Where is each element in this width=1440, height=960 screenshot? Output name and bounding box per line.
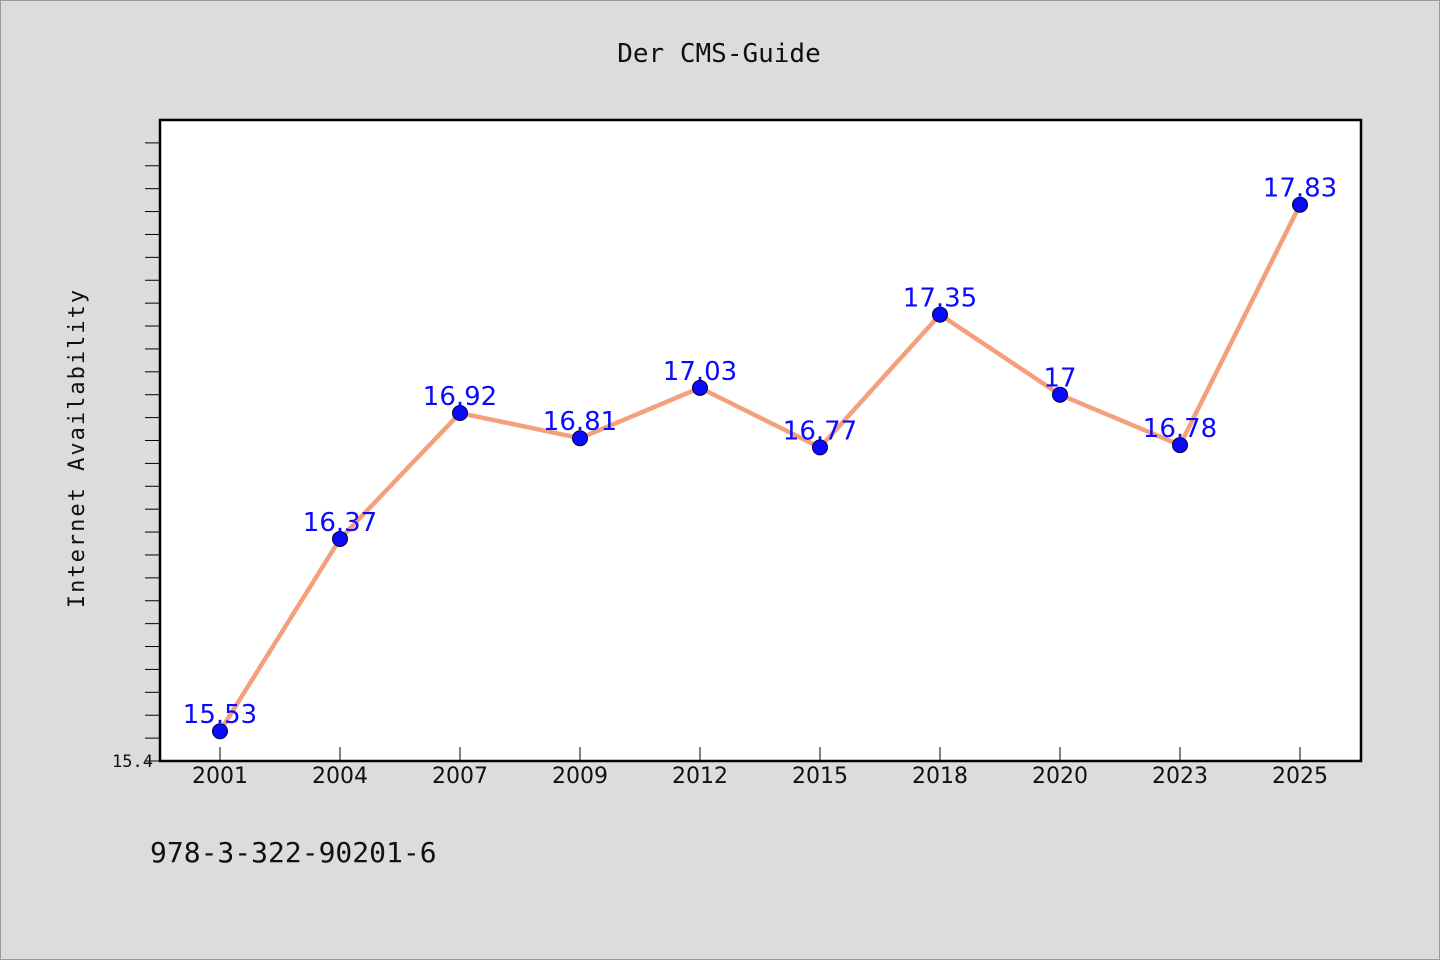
x-tick-label: 2012 [672, 764, 728, 789]
data-label: 15.53 [183, 700, 257, 730]
data-point [932, 306, 948, 323]
x-tick-label: 2023 [1152, 764, 1208, 789]
x-tick-label: 2025 [1272, 764, 1328, 789]
x-tick-label: 2018 [912, 764, 968, 789]
series-group [212, 196, 1308, 740]
x-axis-ticks: 2001 2004 2007 2009 2012 2015 2018 2020 2023 2025 [192, 747, 1328, 789]
data-point [1052, 386, 1068, 403]
y-tick-label: 15.4 [112, 752, 153, 772]
y-axis-label: Internet Availability [65, 288, 90, 608]
data-label: 16.77 [783, 416, 857, 446]
data-label: 17.35 [903, 284, 977, 314]
x-tick-label: 2004 [312, 764, 368, 789]
isbn-footer: 978-3-322-90201-6 [150, 836, 437, 869]
data-point [452, 405, 468, 422]
series-line [218, 203, 1303, 733]
x-tick-label: 2007 [432, 764, 488, 789]
data-label: 17 [1043, 364, 1076, 394]
x-tick-label: 2020 [1032, 764, 1088, 789]
data-label: 16.92 [423, 382, 497, 412]
y-axis-ticks: 15.4 [112, 142, 160, 772]
data-point [692, 379, 708, 396]
x-tick-label: 2015 [792, 764, 848, 789]
x-tick-label: 2001 [192, 764, 248, 789]
data-point [1292, 196, 1308, 213]
data-point [572, 430, 588, 447]
data-label: 16.81 [543, 407, 617, 437]
data-label: 17.83 [1263, 174, 1337, 204]
x-tick-label: 2009 [552, 764, 608, 789]
chart-title: Der CMS-Guide [617, 39, 821, 69]
data-label: 16.78 [1143, 414, 1217, 444]
data-labels-group: 15.53 16.37 16.92 16.81 17.03 16.77 17.35 17 16.… [183, 174, 1337, 731]
data-point [812, 439, 828, 456]
data-point [332, 530, 348, 547]
data-point [1172, 437, 1188, 454]
plot-area [158, 118, 1363, 763]
data-point [212, 723, 228, 740]
data-label: 17.03 [663, 357, 737, 387]
data-label: 16.37 [303, 508, 377, 538]
